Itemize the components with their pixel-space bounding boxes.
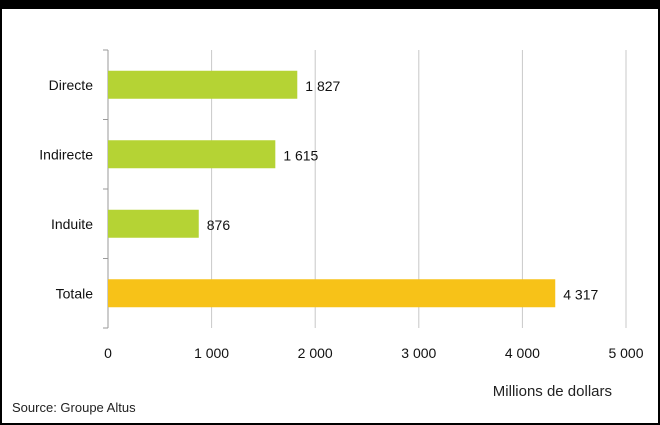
bar: [108, 209, 199, 238]
category-label: Induite: [51, 216, 93, 232]
data-label: 1 615: [283, 147, 318, 163]
bar: [108, 279, 556, 308]
x-tick-label: 4 000: [505, 345, 540, 361]
bar: [108, 70, 298, 99]
x-tick-label: 5 000: [608, 345, 643, 361]
category-label: Directe: [49, 77, 94, 93]
data-label: 4 317: [563, 286, 598, 302]
source-note: Source: Groupe Altus: [12, 400, 136, 415]
bar: [108, 140, 276, 169]
x-tick-label: 0: [104, 345, 112, 361]
x-tick-label: 1 000: [194, 345, 229, 361]
data-label: 1 827: [305, 78, 340, 94]
category-label: Totale: [56, 285, 94, 301]
x-axis-title: Millions de dollars: [493, 383, 612, 400]
x-tick-label: 2 000: [298, 345, 333, 361]
x-tick-label: 3 000: [401, 345, 436, 361]
category-label: Indirecte: [39, 146, 93, 162]
top-bar: [0, 0, 660, 9]
data-label: 876: [207, 217, 231, 233]
